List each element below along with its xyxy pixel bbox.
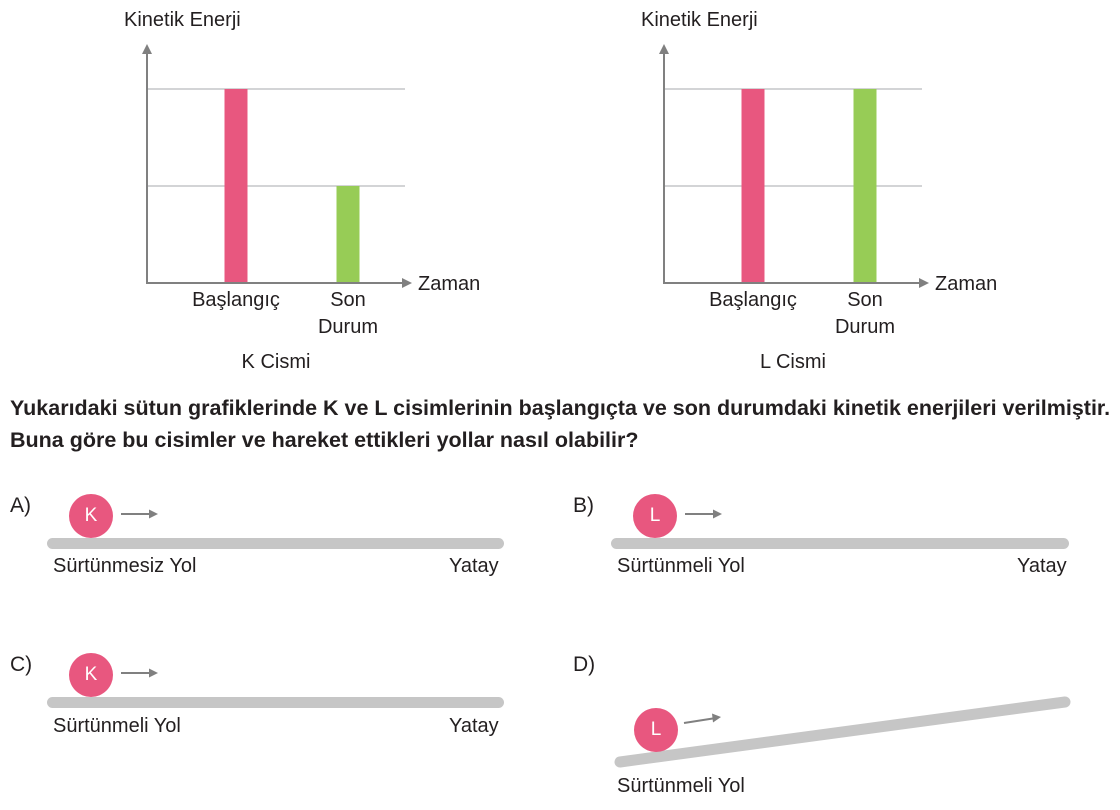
- option-a-road: [47, 538, 504, 549]
- chart-l: [659, 44, 929, 288]
- chart-k: [142, 44, 412, 288]
- option-c-road-label: Sürtünmeli Yol: [53, 715, 181, 737]
- option-c-orientation-label: Yatay: [449, 715, 499, 737]
- y-axis-arrow-icon: [659, 44, 669, 54]
- arrow-right-icon: [685, 509, 722, 519]
- chart-k-ylabel: Kinetik Enerji: [124, 9, 241, 31]
- arrow-up-right-icon: [683, 713, 721, 724]
- chart-k-tick-durum: Durum: [317, 316, 378, 338]
- chart-l-tick-durum: Durum: [834, 316, 895, 338]
- option-d-inclined-road: [614, 696, 1071, 768]
- chart-l-caption: L Cismi: [760, 351, 826, 373]
- chart-k-tick-baslangic: Başlangıç: [192, 289, 280, 311]
- chart-l-xlabel: Zaman: [935, 273, 998, 295]
- chart-k-tick-son: Son: [330, 289, 366, 311]
- chart-l-ylabel: Kinetik Enerji: [641, 9, 758, 31]
- option-a-ball: K: [69, 494, 113, 538]
- bar-baslangic: [741, 89, 765, 283]
- option-d-letter: D): [573, 653, 596, 676]
- option-a-orientation-label: Yatay: [449, 555, 499, 577]
- option-c-road: [47, 697, 504, 708]
- x-axis-arrow-icon: [402, 278, 412, 288]
- arrow-right-icon: [121, 509, 158, 519]
- question-text: Yukarıdaki sütun grafiklerinde K ve L ci…: [10, 396, 1111, 452]
- option-d-ball: L: [634, 708, 678, 752]
- chart-l-tick-son: Son: [847, 289, 883, 311]
- bar-son-durum: [853, 89, 877, 283]
- option-b-orientation-label: Yatay: [1017, 555, 1067, 577]
- arrow-right-icon: [121, 668, 158, 678]
- chart-l-tick-baslangic: Başlangıç: [709, 289, 797, 311]
- option-b-ball: L: [633, 494, 677, 538]
- option-b-letter: B): [573, 494, 594, 517]
- chart-k-xlabel: Zaman: [418, 273, 481, 295]
- option-c-ball: K: [69, 653, 113, 697]
- option-a-letter: A): [10, 494, 31, 517]
- chart-k-caption: K Cismi: [241, 351, 311, 373]
- bar-baslangic: [224, 89, 248, 283]
- bar-son-durum: [336, 186, 360, 283]
- option-d-road-label: Sürtünmeli Yol: [617, 775, 745, 797]
- y-axis-arrow-icon: [142, 44, 152, 54]
- option-c-letter: C): [10, 653, 33, 676]
- option-b-road-label: Sürtünmeli Yol: [617, 555, 745, 577]
- x-axis-arrow-icon: [919, 278, 929, 288]
- option-a-road-label: Sürtünmesiz Yol: [53, 555, 197, 577]
- option-b-road: [611, 538, 1069, 549]
